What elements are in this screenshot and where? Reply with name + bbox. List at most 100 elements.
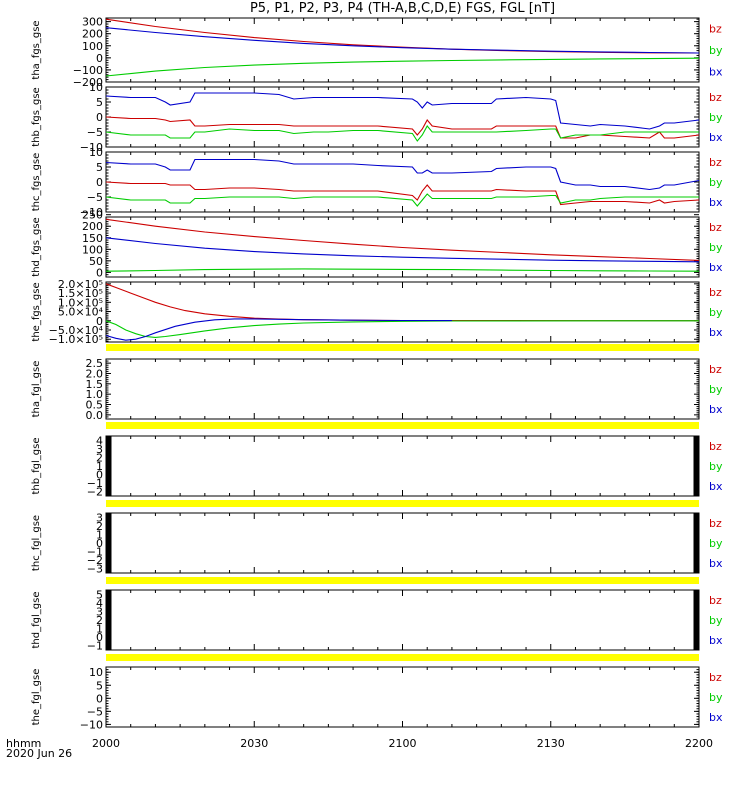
y-tick-label-9-1: 5 — [96, 679, 103, 692]
legend-bz-6: bz — [709, 440, 722, 453]
panel-frame-1 — [105, 86, 700, 148]
separator-bar-4 — [106, 654, 699, 661]
y-tick-label-6-0: 4 — [96, 434, 103, 447]
series-bx-3 — [105, 237, 700, 263]
x-unit-label: hhmm — [6, 737, 42, 750]
edge-bar-left-8 — [105, 590, 112, 650]
x-tick-label-0: 2000 — [92, 737, 120, 750]
y-tick-label-5-5: 0.0 — [86, 409, 104, 422]
y-tick-label-6-3: 1 — [96, 460, 103, 473]
x-tick-label-4: 2200 — [685, 737, 713, 750]
y-tick-label-7-5: −2 — [87, 554, 103, 567]
y-tick-label-4-1: 1.5×10⁵ — [58, 287, 103, 300]
legend-bx-4: bx — [709, 326, 723, 339]
y-tick-label-4-0: 2.0×10⁵ — [58, 278, 103, 291]
edge-bar-right-7 — [693, 513, 700, 573]
series-bz-4 — [105, 283, 699, 322]
legend-by-6: by — [709, 460, 723, 473]
y-tick-label-0-2: 100 — [82, 40, 103, 53]
series-bx-4 — [105, 318, 452, 341]
y-tick-label-6-5: −1 — [87, 477, 103, 490]
series-by-3 — [105, 268, 700, 272]
y-tick-label-4-3: 5.0×10⁴ — [58, 306, 104, 319]
y-tick-label-7-3: 0 — [96, 537, 103, 550]
legend-bz-5: bz — [709, 363, 722, 376]
y-tick-label-2-0: 10 — [89, 146, 103, 159]
y-tick-label-7-0: 3 — [96, 511, 103, 524]
y-tick-label-3-2: 150 — [82, 232, 103, 245]
date-label: 2020 Jun 26 — [6, 747, 73, 760]
y-tick-label-3-1: 200 — [82, 220, 103, 233]
legend-bz-8: bz — [709, 594, 722, 607]
legend-by-5: by — [709, 383, 723, 396]
y-tick-label-0-1: 200 — [82, 28, 103, 41]
y-tick-label-9-0: 10 — [89, 666, 103, 679]
x-tick-label-3: 2130 — [537, 737, 565, 750]
panel-frame-0 — [105, 17, 700, 83]
legend-by-8: by — [709, 614, 723, 627]
y-tick-label-1-0: 10 — [89, 81, 103, 94]
edge-bar-right-8 — [693, 590, 700, 650]
y-tick-label-1-1: 5 — [96, 96, 103, 109]
y-tick-label-1-3: −5 — [87, 126, 103, 139]
panel-ylabel-7: thc_fgl_gse — [31, 515, 42, 571]
series-bz-2 — [105, 181, 700, 206]
y-tick-label-5-0: 2.5 — [86, 357, 104, 370]
y-tick-label-0-3: 0 — [96, 52, 103, 65]
series-bz-1 — [105, 116, 700, 139]
panel-ylabel-2: thc_fgs_gse — [31, 153, 42, 212]
panel-ylabel-5: tha_fgl_gse — [31, 361, 42, 418]
series-by-0 — [105, 57, 700, 77]
y-tick-label-6-4: 0 — [96, 469, 103, 482]
series-by-2 — [105, 193, 699, 207]
y-tick-label-8-1: 4 — [96, 597, 103, 610]
y-tick-label-9-2: 0 — [96, 692, 103, 705]
y-tick-label-3-4: 50 — [89, 255, 103, 268]
x-tick-label-2: 2100 — [389, 737, 417, 750]
y-tick-label-1-2: 0 — [96, 111, 103, 124]
y-tick-label-8-4: 1 — [96, 623, 103, 636]
panel-frame-5 — [105, 358, 700, 420]
y-tick-label-8-5: 0 — [96, 631, 103, 644]
x-tick-label-1: 2030 — [240, 737, 268, 750]
y-tick-label-4-2: 1.0×10⁵ — [58, 296, 103, 309]
legend-by-3: by — [709, 241, 723, 254]
legend-bx-6: bx — [709, 480, 723, 493]
edge-bar-right-6 — [693, 436, 700, 496]
separator-bar-2 — [106, 500, 699, 507]
y-tick-label-7-1: 2 — [96, 520, 103, 533]
legend-bx-5: bx — [709, 403, 723, 416]
legend-bz-4: bz — [709, 286, 722, 299]
legend-bz-3: bz — [709, 221, 722, 234]
panel-ylabel-1: thb_fgs_gse — [31, 87, 42, 146]
y-tick-label-7-6: −3 — [87, 563, 103, 576]
panel-ylabel-0: tha_fgs_gse — [31, 20, 42, 79]
y-tick-label-3-0: 250 — [82, 209, 103, 222]
y-tick-label-2-4: −10 — [80, 206, 103, 219]
y-tick-label-2-3: −5 — [87, 191, 103, 204]
series-by-4 — [105, 320, 699, 338]
separator-bar-3 — [106, 577, 699, 584]
legend-bx-9: bx — [709, 711, 723, 724]
series-by-1 — [105, 125, 699, 142]
chart-title: P5, P1, P2, P3, P4 (TH-A,B,C,D,E) FGS, F… — [249, 1, 556, 16]
panel-frame-7 — [105, 512, 700, 574]
legend-bz-0: bz — [709, 23, 722, 36]
legend-bx-2: bx — [709, 196, 723, 209]
y-tick-label-6-1: 3 — [96, 443, 103, 456]
series-bz-3 — [105, 218, 700, 261]
panel-ylabel-4: the_fgs_gse — [31, 282, 42, 341]
y-tick-label-6-6: −2 — [87, 486, 103, 499]
series-bx-1 — [105, 92, 700, 130]
panel-ylabel-3: thd_fgs_gse — [31, 217, 42, 276]
panel-ylabel-8: thd_fgl_gse — [31, 592, 42, 649]
x-axis-caption: hhmm 2020 Jun 26 — [6, 737, 73, 760]
y-tick-label-5-1: 2.0 — [86, 367, 104, 380]
y-tick-label-4-6: −1.0×10⁵ — [49, 333, 103, 346]
panel-ylabel-9: the_fgl_gse — [31, 669, 42, 726]
legend-by-1: by — [709, 111, 723, 124]
y-tick-label-5-2: 1.5 — [86, 378, 104, 391]
edge-bar-left-7 — [105, 513, 112, 573]
